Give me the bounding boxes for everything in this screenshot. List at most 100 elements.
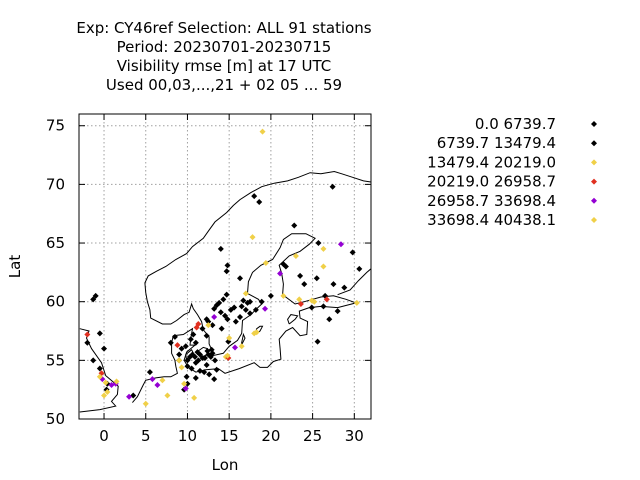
station-point bbox=[238, 343, 245, 350]
station-point bbox=[247, 310, 254, 317]
station-point bbox=[104, 389, 111, 396]
station-point bbox=[192, 374, 199, 381]
y-tick-label: 65 bbox=[46, 234, 65, 252]
station-point bbox=[201, 369, 208, 376]
station-point bbox=[330, 281, 337, 288]
station-point bbox=[203, 316, 210, 323]
station-point bbox=[259, 128, 266, 135]
coastline-segment bbox=[337, 268, 371, 296]
station-point bbox=[113, 378, 120, 385]
station-point bbox=[211, 376, 218, 383]
station-point bbox=[90, 357, 97, 364]
legend-label: 33698.4 40438.1 bbox=[427, 211, 556, 229]
station-point bbox=[188, 365, 195, 372]
station-point bbox=[211, 313, 218, 320]
legend-marker bbox=[591, 197, 597, 204]
station-point bbox=[252, 306, 259, 313]
station-point bbox=[341, 284, 348, 291]
station-point bbox=[209, 322, 216, 329]
station-point bbox=[183, 373, 190, 380]
station-point bbox=[96, 365, 103, 372]
x-axis-label: Lon bbox=[212, 456, 239, 474]
x-tick-label: 0 bbox=[99, 427, 109, 445]
legend-label: 26958.7 33698.4 bbox=[427, 192, 556, 210]
legend-marker bbox=[591, 217, 597, 223]
title-line: Used 00,03,...,21 + 02 05 ... 59 bbox=[106, 76, 342, 94]
station-point bbox=[232, 318, 239, 325]
station-point bbox=[256, 198, 263, 205]
station-point bbox=[320, 245, 327, 252]
station-point bbox=[247, 298, 254, 305]
y-tick-label: 70 bbox=[46, 175, 65, 193]
station-point bbox=[176, 357, 183, 364]
station-point bbox=[320, 303, 327, 310]
station-point bbox=[96, 373, 103, 380]
station-point bbox=[251, 193, 258, 200]
legend-marker bbox=[591, 140, 597, 147]
station-point bbox=[242, 306, 249, 313]
axis-ticks: 0 5 10 15 20 25 30 50 55 60 65 70 75 bbox=[46, 114, 371, 445]
station-point bbox=[191, 394, 198, 401]
station-point bbox=[92, 292, 99, 299]
y-tick-label: 75 bbox=[46, 117, 65, 135]
station-point bbox=[206, 371, 213, 378]
station-point bbox=[196, 351, 203, 358]
station-point bbox=[353, 299, 360, 306]
station-point bbox=[251, 330, 258, 337]
station-point bbox=[126, 393, 133, 400]
station-point bbox=[203, 362, 210, 369]
station-point bbox=[320, 263, 327, 270]
station-point bbox=[184, 380, 191, 387]
station-point bbox=[181, 380, 188, 387]
station-point bbox=[356, 265, 363, 272]
station-point bbox=[182, 385, 189, 392]
station-point bbox=[222, 312, 228, 319]
station-point bbox=[213, 366, 220, 373]
coastline-segment bbox=[240, 332, 246, 347]
station-point bbox=[96, 330, 103, 337]
station-point bbox=[211, 305, 218, 312]
legend-marker bbox=[591, 159, 597, 166]
station-point bbox=[329, 183, 336, 190]
station-point bbox=[308, 304, 315, 311]
chart-title: Exp: CY46ref Selection: ALL 91 stationsP… bbox=[76, 19, 371, 94]
station-point bbox=[102, 379, 109, 386]
station-point bbox=[267, 292, 274, 299]
station-point bbox=[167, 339, 174, 346]
legend-marker bbox=[591, 121, 597, 127]
station-point bbox=[242, 290, 249, 297]
station-point bbox=[226, 335, 233, 342]
station-point bbox=[240, 297, 247, 304]
legend-label: 6739.7 13479.4 bbox=[437, 134, 556, 152]
legend-label: 13479.4 20219.0 bbox=[427, 153, 556, 171]
station-point bbox=[315, 240, 322, 247]
station-point bbox=[308, 297, 315, 304]
station-point bbox=[84, 339, 91, 346]
station-point bbox=[223, 291, 230, 298]
legend-label: 20219.0 26958.7 bbox=[427, 173, 556, 191]
title-line: Exp: CY46ref Selection: ALL 91 stations bbox=[76, 19, 371, 37]
x-tick-label: 25 bbox=[303, 427, 322, 445]
station-point bbox=[262, 305, 269, 312]
station-point bbox=[223, 268, 230, 275]
coastline-map bbox=[79, 170, 371, 413]
station-point bbox=[277, 270, 284, 277]
x-tick-label: 20 bbox=[261, 427, 280, 445]
station-point bbox=[190, 331, 197, 338]
station-point bbox=[201, 355, 208, 361]
station-point bbox=[326, 316, 333, 323]
station-point bbox=[101, 345, 108, 352]
station-point bbox=[178, 364, 185, 371]
station-point bbox=[205, 322, 212, 329]
station-point bbox=[301, 281, 308, 288]
station-point bbox=[253, 329, 260, 336]
station-point bbox=[164, 392, 171, 399]
station-point bbox=[182, 343, 189, 350]
station-point bbox=[208, 346, 215, 353]
station-point bbox=[238, 303, 245, 310]
y-tick-label: 60 bbox=[46, 293, 65, 311]
station-point bbox=[184, 363, 191, 370]
station-point bbox=[237, 275, 244, 282]
y-tick-label: 50 bbox=[46, 410, 65, 428]
